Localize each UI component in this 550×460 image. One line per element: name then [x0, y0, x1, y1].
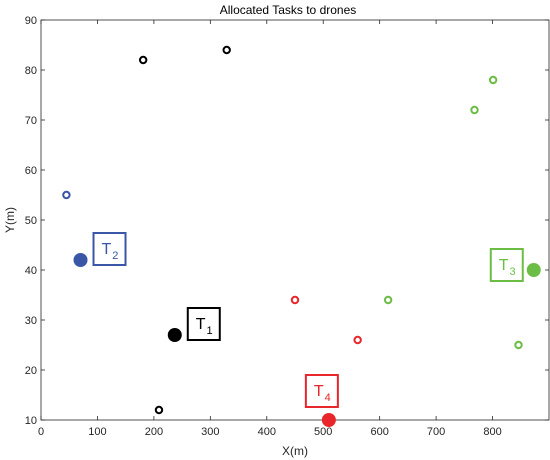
drone-point — [138, 55, 148, 65]
y-tick-label: 60 — [25, 165, 37, 177]
task-label-index: 2 — [112, 250, 118, 262]
y-tick-label: 20 — [25, 365, 37, 377]
y-tick-label: 10 — [25, 415, 37, 427]
x-tick-label: 500 — [314, 426, 332, 438]
y-tick-label: 40 — [25, 265, 37, 277]
drone-point — [488, 75, 498, 85]
task-label: T4 — [314, 383, 331, 404]
y-tick-label: 70 — [25, 115, 37, 127]
task-label-letter: T — [499, 257, 509, 274]
task-label: T3 — [499, 257, 516, 278]
task-point — [167, 328, 182, 342]
y-tick-label: 30 — [25, 315, 37, 327]
y-tick-label: 50 — [25, 215, 37, 227]
x-tick-label: 700 — [427, 426, 445, 438]
x-tick-label: 200 — [145, 426, 163, 438]
x-tick-label: 0 — [38, 426, 44, 438]
task-point — [321, 413, 336, 427]
y-tick-label: 90 — [25, 15, 37, 27]
drone-point — [62, 190, 71, 200]
x-tick-label: 100 — [88, 426, 106, 438]
task-point — [526, 263, 541, 277]
drone-point — [514, 340, 523, 350]
task-label: T1 — [196, 316, 213, 337]
drone-point — [470, 105, 479, 115]
drone-point — [290, 295, 300, 305]
task-label-box — [92, 232, 127, 266]
x-axis-label: X(m) — [282, 444, 308, 458]
y-tick-label: 80 — [25, 65, 37, 77]
task-point — [73, 253, 88, 267]
task-label-box — [304, 374, 339, 408]
drone-point — [222, 45, 231, 55]
y-axis-label: Y(m) — [3, 207, 17, 233]
task-label-letter: T — [102, 241, 112, 258]
chart-title: Allocated Tasks to drones — [220, 3, 357, 17]
task-label-index: 1 — [207, 325, 213, 337]
x-tick-label: 800 — [483, 426, 501, 438]
x-tick-label: 600 — [370, 426, 388, 438]
drone-point — [154, 405, 164, 415]
task-label-box — [186, 307, 221, 341]
task-label-letter: T — [196, 316, 206, 333]
x-tick-label: 400 — [258, 426, 276, 438]
drone-point — [353, 335, 362, 345]
axis-ticks: 0 100 200 300 400 500 600 700 800 10 20 30 40 50 60 70 8… — [25, 15, 549, 438]
task-label: T2 — [102, 241, 119, 262]
task-label-letter: T — [314, 383, 324, 400]
plot-area — [40, 19, 550, 421]
task-label-box — [489, 248, 524, 282]
x-tick-label: 300 — [201, 426, 219, 438]
task-label-index: 4 — [325, 392, 331, 404]
drone-point — [383, 295, 393, 305]
task-label-index: 3 — [510, 266, 516, 278]
